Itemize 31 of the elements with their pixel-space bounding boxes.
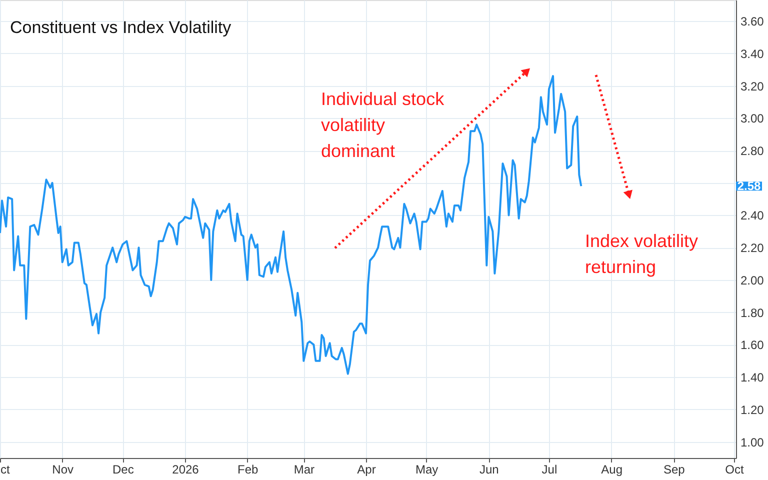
y-tick-label: 2.20 [740,241,764,256]
x-tick-label: ct [0,462,10,476]
line-series [0,75,582,375]
x-tick-label: Nov [52,462,74,476]
x-tick-label: Feb [238,462,259,476]
x-tick-label: May [415,462,438,476]
annotation: Individual stock volatility dominant [321,89,446,161]
x-tick-label: Dec [112,462,134,476]
y-tick-label: 2.00 [740,273,764,288]
x-tick-label: Aug [601,462,622,476]
y-tick-label: 3.60 [740,14,764,29]
y-tick-label: 3.40 [740,46,764,61]
y-tick-label: 1.00 [740,435,764,450]
y-tick-label: 2.40 [740,208,764,223]
text: Constituent vs Index Volatility [10,18,232,37]
y-tick-label: 1.80 [740,306,764,320]
y-tick-label: 1.60 [740,338,764,352]
x-tick-label: Jul [542,462,558,476]
x-tick-label: Apr [357,462,376,476]
x-tick-label: 2026 [172,462,200,476]
y-tick-label: 2.80 [740,144,764,158]
annotation: Index volatility returning [585,231,698,277]
annotation: 2.58 [737,179,761,194]
y-tick-label: 3.20 [740,79,764,94]
y-tick-label: 1.40 [740,370,764,385]
x-tick-label: Oct [725,462,744,476]
y-tick-label: 1.20 [740,402,764,417]
x-tick-label: Sep [663,462,686,476]
y-tick-label: 3.00 [740,112,764,126]
x-tick-label: Jun [479,462,499,476]
x-tick-label: Mar [294,462,314,476]
